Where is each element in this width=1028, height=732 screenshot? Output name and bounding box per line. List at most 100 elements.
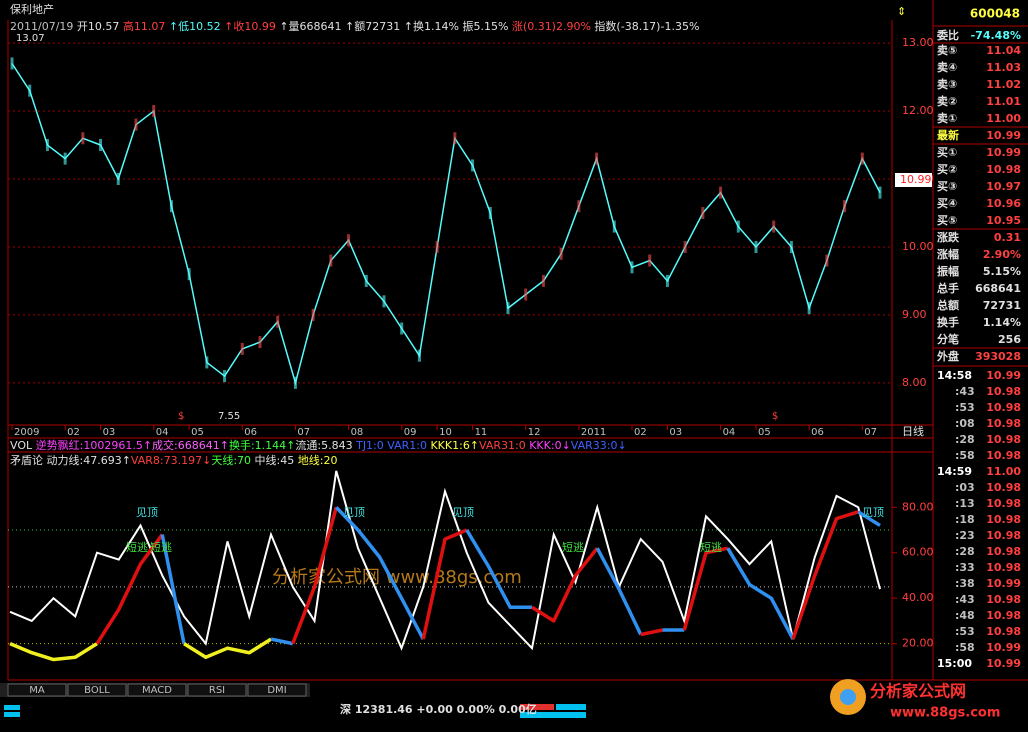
- y-tick-label: 40.00: [902, 591, 934, 604]
- tick-time: :58: [955, 449, 975, 462]
- candle: [435, 240, 439, 253]
- candle: [169, 200, 173, 213]
- watermark: 分析家公式网 www.88gs.com: [272, 567, 522, 588]
- quote-label: 涨跌: [937, 230, 960, 244]
- candle: [329, 254, 333, 267]
- power-line: [421, 528, 468, 640]
- candle: [10, 57, 14, 70]
- tab-label: MA: [29, 685, 45, 696]
- status-icon: [4, 705, 20, 710]
- quote-value: 5.15%: [983, 265, 1021, 278]
- y-tick-label: 9.00: [902, 308, 927, 321]
- tick-time: :53: [955, 625, 975, 638]
- vol-line: VOL 逆势飘红:1002961.5↑成交:668641↑换手:1.144↑流通…: [10, 438, 627, 452]
- x-tick-label: 2009: [14, 427, 39, 438]
- tick-price: 10.98: [986, 417, 1021, 430]
- quote-label: 卖③: [937, 77, 957, 91]
- info-item: ↑收10.99: [221, 19, 276, 33]
- quote-label: 买⑤: [937, 214, 957, 227]
- x-tick-label: 10: [439, 427, 452, 438]
- price-tag: 10.99: [900, 173, 932, 186]
- price-tag-bg: [895, 173, 932, 187]
- candle: [754, 240, 758, 253]
- x-tick-label: 02: [634, 427, 647, 438]
- info-item: 成交:668641↑: [152, 438, 229, 452]
- tick-price: 10.98: [986, 481, 1021, 494]
- annotation: $: [772, 411, 778, 422]
- x-tick-label: 03: [103, 427, 116, 438]
- candle: [28, 84, 32, 97]
- annotation: 13.07: [16, 33, 45, 44]
- candle: [81, 132, 85, 145]
- indicator-line: [9, 470, 881, 651]
- candle: [612, 220, 616, 233]
- icon[interactable]: ⇕: [897, 5, 906, 18]
- tick-time: :28: [955, 545, 975, 558]
- info-item: 换手:1.144↑: [229, 438, 295, 452]
- tab[interactable]: [187, 683, 247, 697]
- quote-value: 10.98: [986, 163, 1021, 176]
- signal-label: 短逃: [150, 540, 172, 554]
- tab-label: RSI: [209, 685, 225, 696]
- tick-time: :48: [955, 609, 975, 622]
- candle: [843, 200, 847, 213]
- power-line: [95, 533, 164, 645]
- stock-code: 600048: [970, 7, 1020, 21]
- power-line: [726, 547, 795, 640]
- tick-price: 10.98: [986, 609, 1021, 622]
- power-line: [791, 510, 859, 640]
- tab-label: MACD: [142, 685, 172, 696]
- quote-value: 11.00: [986, 112, 1021, 125]
- quote-label: 卖①: [937, 111, 957, 125]
- quote-value: 11.02: [986, 78, 1021, 91]
- tick-price: 10.99: [986, 577, 1021, 590]
- y-tick-label: 80.00: [902, 500, 934, 513]
- power-line: [183, 637, 272, 660]
- candle: [417, 349, 421, 362]
- annotation: 7.55: [218, 411, 240, 422]
- y-tick-label: 13.00: [902, 36, 934, 49]
- info-item: VOL: [10, 439, 36, 452]
- quote-value: 10.99: [986, 129, 1021, 142]
- quote-label: 换手: [937, 315, 959, 329]
- tab[interactable]: [7, 683, 67, 697]
- candle: [453, 132, 457, 145]
- quote-value: 2.90%: [983, 248, 1021, 261]
- quote-value: 10.96: [986, 197, 1021, 210]
- tick-time: :23: [955, 529, 975, 542]
- candle: [471, 159, 475, 172]
- tab-label: BOLL: [84, 685, 110, 696]
- x-tick-label: 08: [351, 427, 364, 438]
- candle: [701, 206, 705, 219]
- y-tick-label: 10.00: [902, 240, 934, 253]
- info-item: 地线:20: [298, 453, 338, 467]
- info-item: 中线:45: [255, 453, 298, 467]
- tick-price: 10.99: [986, 641, 1021, 654]
- y-tick-label: 12.00: [902, 104, 934, 117]
- candle: [240, 342, 244, 355]
- tab[interactable]: [247, 683, 307, 697]
- y-tick-label: 8.00: [902, 376, 927, 389]
- info-item: 逆势飘红:1002961.5↑: [36, 438, 152, 452]
- power-line: [160, 534, 186, 644]
- quote-value: 11.03: [986, 61, 1021, 74]
- quote-label: 振幅: [937, 264, 959, 278]
- tab[interactable]: [127, 683, 187, 697]
- power-line: [270, 637, 294, 646]
- candle: [807, 302, 811, 315]
- stock-name: 保利地产: [10, 2, 54, 16]
- tick-time: :38: [955, 577, 975, 590]
- tick-price: 10.99: [986, 657, 1021, 670]
- x-tick-label: 06: [811, 427, 824, 438]
- signal-label: 短逃: [562, 540, 584, 554]
- candle: [63, 152, 67, 165]
- tick-price: 10.98: [986, 385, 1021, 398]
- price-line: [11, 63, 881, 386]
- quote-value: 668641: [975, 282, 1021, 295]
- tick-time: :53: [955, 401, 975, 414]
- candle: [276, 315, 280, 328]
- quote-label: 买①: [937, 146, 957, 159]
- quote-value: 393028: [975, 350, 1021, 363]
- candle: [630, 261, 634, 274]
- tab[interactable]: [67, 683, 127, 697]
